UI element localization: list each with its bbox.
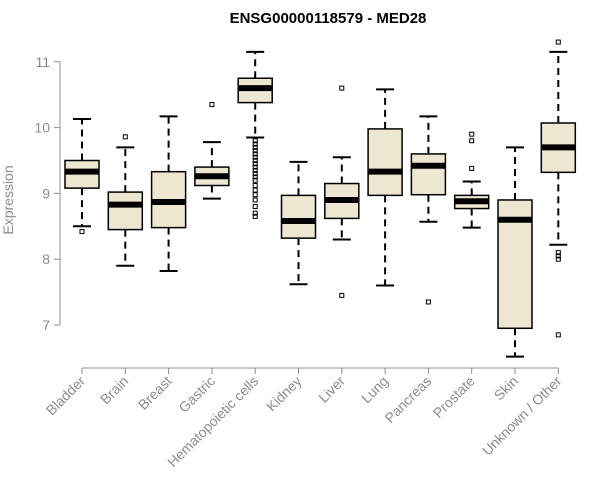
box-prostate: [453, 131, 490, 229]
x-tick-label: Unknown / Other: [479, 373, 565, 459]
outlier-point: [252, 167, 258, 173]
outlier-point: [469, 165, 475, 171]
outlier-point: [469, 131, 475, 137]
box-bladder: [64, 118, 100, 235]
outlier-point: [469, 138, 475, 144]
x-tick-label: Brain: [97, 373, 131, 407]
outlier-point: [339, 292, 345, 298]
x-tick-label: Prostate: [430, 373, 478, 421]
x-tick-label: Bladder: [43, 373, 89, 419]
y-tick-label: 8: [42, 251, 50, 267]
outlier-point: [252, 187, 258, 193]
outlier-point: [339, 85, 345, 91]
x-tick-label: Gastric: [175, 373, 218, 416]
box-gastric: [194, 102, 230, 200]
outlier-point: [252, 141, 258, 147]
outlier-point: [252, 151, 258, 157]
outlier-point: [209, 102, 215, 108]
outlier-point: [555, 39, 561, 45]
outlier-point: [122, 134, 128, 140]
outlier-point: [425, 299, 431, 305]
outlier-point: [555, 253, 561, 259]
outlier-point: [252, 171, 258, 177]
box-hematopoietic-cells: [237, 50, 273, 219]
outlier-point: [555, 250, 561, 256]
boxes-group: [64, 39, 577, 358]
y-tick-label: 11: [35, 54, 50, 70]
box-skin: [497, 146, 533, 358]
outlier-point: [252, 174, 258, 180]
y-tick-label: 7: [42, 317, 50, 333]
x-tick-label: Liver: [315, 373, 348, 406]
box-lung: [367, 88, 403, 287]
x-tick-label: Breast: [135, 373, 175, 413]
box-iqr: [107, 191, 144, 231]
box-kidney: [280, 160, 317, 286]
outlier-point: [252, 148, 258, 154]
x-tick-label: Lung: [358, 373, 391, 406]
box-unknown-other: [540, 39, 577, 338]
outlier-point: [252, 164, 258, 170]
box-pancreas: [410, 115, 447, 305]
box-liver: [324, 85, 360, 298]
chart-title: ENSG00000118579 - MED28: [230, 10, 427, 27]
y-tick-label: 9: [42, 185, 50, 201]
outlier-point: [252, 154, 258, 160]
box-breast: [150, 115, 187, 273]
x-tick-label: Pancreas: [381, 373, 434, 426]
box-brain: [107, 134, 144, 267]
outlier-point: [252, 138, 258, 144]
outlier-point: [252, 213, 258, 219]
outlier-point: [252, 210, 258, 216]
outlier-point: [252, 161, 258, 167]
box-iqr: [280, 194, 317, 239]
y-axis: 7 8 9 10 11: [34, 54, 61, 333]
outlier-point: [79, 229, 85, 235]
outlier-point: [252, 204, 258, 210]
outlier-point: [252, 144, 258, 150]
y-axis-label: Expression: [0, 165, 16, 234]
outlier-point: [555, 256, 561, 262]
x-tick-label: Kidney: [263, 373, 305, 415]
box-iqr: [367, 128, 403, 197]
outlier-point: [252, 177, 258, 183]
x-tick-label: Skin: [491, 373, 522, 404]
outlier-point: [555, 332, 561, 338]
y-tick-label: 10: [34, 120, 50, 136]
outlier-point: [252, 197, 258, 203]
outlier-point: [252, 158, 258, 163]
outlier-point: [252, 183, 258, 189]
box-iqr: [410, 153, 447, 196]
outlier-point: [252, 192, 258, 198]
